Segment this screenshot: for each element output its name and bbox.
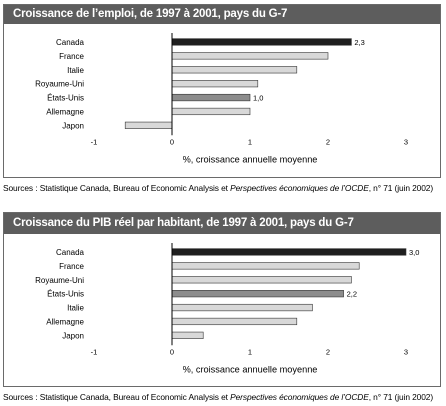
category-label: Canada: [56, 248, 85, 257]
category-label: États-Unis: [47, 94, 84, 103]
bar-japon: [171, 331, 204, 339]
bar-royaume-uni: [171, 80, 259, 88]
chart-title: Croissance de l’emploi, de 1997 à 2001, …: [4, 5, 440, 24]
category-label: Canada: [56, 38, 85, 47]
bar-canada: [171, 248, 407, 256]
employment-bar-chart: Canada 2,3 France Italie Royaume-Uni États-Un…: [35, 33, 408, 164]
category-label: Italie: [67, 66, 84, 75]
tick-label: -1: [91, 347, 98, 356]
category-label: Italie: [67, 304, 84, 313]
tick-label: 1: [248, 137, 252, 146]
data-label: 1,0: [253, 94, 263, 103]
bar-france: [171, 52, 329, 60]
bar-allemagne: [171, 107, 251, 116]
tick-label: 2: [326, 347, 330, 356]
tick-label: 3: [404, 137, 408, 146]
bar-italie: [171, 66, 298, 74]
tick-label: 1: [248, 347, 252, 356]
bar-canada: [171, 38, 352, 46]
category-label: Japon: [62, 331, 84, 340]
category-label: France: [59, 262, 84, 271]
tick-label: 2: [326, 137, 330, 146]
employment-chart-panel: Croissance de l’emploi, de 1997 à 2001, …: [3, 4, 441, 178]
bar-france: [171, 262, 360, 270]
tick-label: 0: [170, 347, 174, 356]
tick-label: 0: [170, 137, 174, 146]
data-label: 2,3: [354, 38, 364, 47]
category-label: États-Unis: [47, 290, 84, 299]
tick-label: 3: [404, 347, 408, 356]
source-note: Sources : Statistique Canada, Bureau of …: [3, 392, 433, 402]
source-publication: Perspectives économiques de l’OCDE: [230, 183, 369, 193]
tick-label: -1: [91, 137, 98, 146]
source-note: Sources : Statistique Canada, Bureau of …: [3, 183, 433, 193]
data-label: 3,0: [409, 248, 419, 257]
bar-états-unis: [171, 290, 344, 298]
x-axis-title: %, croissance annuelle moyenne: [183, 154, 318, 164]
source-prefix: Sources : Statistique Canada, Bureau of …: [3, 183, 231, 193]
bar-états-unis: [171, 93, 251, 102]
bar-japon: [124, 121, 173, 129]
x-axis-title: %, croissance annuelle moyenne: [183, 364, 318, 374]
category-label: Royaume-Uni: [35, 276, 84, 285]
category-label: Allemagne: [46, 107, 84, 116]
bar-italie: [171, 303, 313, 312]
category-label: Allemagne: [46, 317, 84, 326]
source-suffix: , n° 71 (juin 2002): [368, 392, 434, 402]
category-label: Japon: [62, 121, 84, 130]
gdp-bar-chart: Canada 3,0 France Royaume-Uni États-Unis 2,2 I…: [35, 243, 419, 374]
bar-royaume-uni: [171, 276, 352, 284]
category-label: France: [59, 52, 84, 61]
bar-allemagne: [171, 317, 298, 326]
source-prefix: Sources : Statistique Canada, Bureau of …: [3, 392, 231, 402]
category-label: Royaume-Uni: [35, 80, 84, 89]
data-label: 2,2: [347, 290, 357, 299]
source-suffix: , n° 71 (juin 2002): [368, 183, 434, 193]
chart-title: Croissance du PIB réel par habitant, de …: [4, 213, 440, 234]
gdp-chart-panel: Croissance du PIB réel par habitant, de …: [3, 212, 441, 387]
source-publication: Perspectives économiques de l’OCDE: [230, 392, 369, 402]
